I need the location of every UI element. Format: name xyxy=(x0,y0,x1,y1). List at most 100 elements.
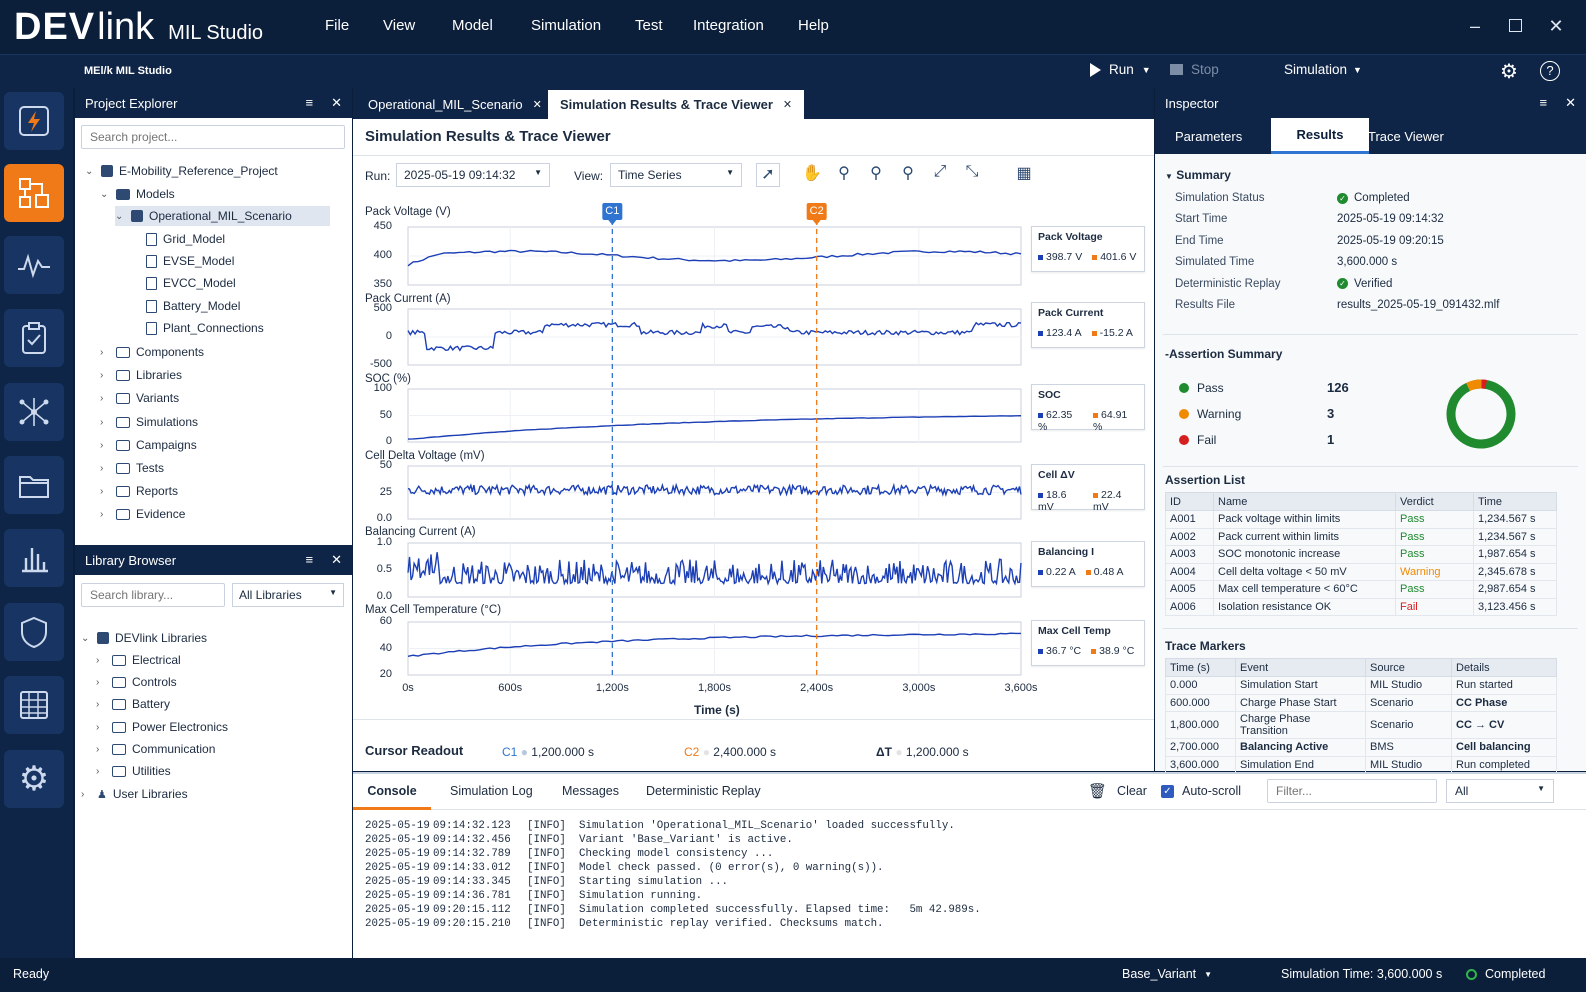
autoscroll-checkbox[interactable]: ✓ Auto-scroll xyxy=(1161,784,1241,798)
project-search-input[interactable] xyxy=(81,125,345,149)
table-row[interactable]: A005 Max cell temperature < 60°C Pass 2,987… xyxy=(1165,580,1557,599)
column-header[interactable]: Details xyxy=(1451,658,1557,677)
summary-title[interactable]: ▼ Summary xyxy=(1165,168,1231,182)
rail-security-button[interactable] xyxy=(4,603,64,661)
assertion-summary-title[interactable]: -Assertion Summary xyxy=(1165,347,1283,361)
chevron-right-icon[interactable]: › xyxy=(96,765,100,777)
chevron-right-icon[interactable]: › xyxy=(100,392,104,404)
menu-file[interactable]: File xyxy=(325,17,350,34)
rail-signals-button[interactable] xyxy=(4,236,64,294)
table-icon[interactable]: ▦ xyxy=(1016,165,1032,182)
library-search-input[interactable] xyxy=(81,583,225,607)
menu-help[interactable]: Help xyxy=(798,17,829,34)
column-header[interactable]: Source xyxy=(1365,658,1452,677)
chevron-right-icon[interactable]: › xyxy=(81,788,85,800)
chevron-right-icon[interactable]: › xyxy=(100,346,104,358)
table-row[interactable]: A004 Cell delta voltage < 50 mV Warning 2,3… xyxy=(1165,562,1557,581)
menu-model[interactable]: Model xyxy=(452,17,493,34)
project-tree-item[interactable]: › Simulations xyxy=(100,412,198,432)
library-tree-item[interactable]: › Battery xyxy=(96,694,170,714)
project-tree-item[interactable]: ⌄ Models xyxy=(100,184,175,204)
column-header[interactable]: Verdict xyxy=(1395,492,1474,511)
project-tree-item[interactable]: EVSE_Model xyxy=(130,251,234,271)
rail-reports-button[interactable] xyxy=(4,529,64,587)
zoom-icon[interactable]: ⚲ xyxy=(838,165,850,182)
clear-console-button[interactable]: 🗑 Clear xyxy=(1088,782,1147,800)
project-tree-item[interactable]: › Evidence xyxy=(100,504,185,524)
project-tree-item[interactable]: › Tests xyxy=(100,458,164,478)
tab-messages[interactable]: Messages xyxy=(562,784,619,798)
menu-view[interactable]: View xyxy=(383,17,416,34)
table-row[interactable]: 3,600.000 Simulation End MIL Studio Run com… xyxy=(1165,755,1557,774)
tab-parameters[interactable]: Parameters xyxy=(1175,129,1243,144)
library-tree-item[interactable]: › Communication xyxy=(96,739,215,759)
project-tree-item[interactable]: Grid_Model xyxy=(130,229,225,249)
library-filter-select[interactable]: All Libraries ▼ xyxy=(232,583,344,607)
project-tree-item[interactable]: › Variants xyxy=(100,388,179,408)
chevron-right-icon[interactable]: › xyxy=(96,721,100,733)
close-icon[interactable]: ✕ xyxy=(1565,95,1576,110)
menu-simulation[interactable]: Simulation xyxy=(531,17,602,34)
library-tree-item[interactable]: › Electrical xyxy=(96,650,181,670)
project-tree-item[interactable]: › Libraries xyxy=(100,365,182,385)
help-icon[interactable]: ? xyxy=(1540,61,1560,81)
tab-operational-scenario[interactable]: Operational_MIL_Scenario ✕ xyxy=(356,90,554,118)
chevron-right-icon[interactable]: › xyxy=(96,676,100,688)
tab-trace-viewer[interactable]: Trace Viewer xyxy=(1368,129,1444,144)
tab-simulation-log[interactable]: Simulation Log xyxy=(450,784,533,798)
chevron-down-icon[interactable]: ⌄ xyxy=(81,632,90,644)
close-icon[interactable]: ✕ xyxy=(331,95,342,110)
chevron-down-icon[interactable]: ⌄ xyxy=(100,188,109,200)
table-row[interactable]: 600.000 Charge Phase Start Scenario CC Phas… xyxy=(1165,693,1557,712)
console-filter-input[interactable] xyxy=(1267,779,1437,803)
table-row[interactable]: A003 SOC monotonic increase Pass 1,987.654 … xyxy=(1165,545,1557,564)
library-tree-item[interactable]: › Power Electronics xyxy=(96,717,228,737)
rail-simulation-button[interactable] xyxy=(4,92,64,150)
chevron-right-icon[interactable]: › xyxy=(96,698,100,710)
table-row[interactable]: A006 Isolation resistance OK Fail 3,123.456… xyxy=(1165,597,1557,616)
pan-icon[interactable]: ✋ xyxy=(802,165,822,182)
library-tree-item[interactable]: › ♟ User Libraries xyxy=(81,784,188,804)
table-row[interactable]: A001 Pack voltage within limits Pass 1,234.… xyxy=(1165,510,1557,529)
table-row[interactable]: 1,800.000 Charge Phase Transition Scenario… xyxy=(1165,711,1557,739)
zoom-in-icon[interactable]: ⚲ xyxy=(870,165,882,182)
pin-icon[interactable]: ≡ xyxy=(305,95,314,110)
tab-console[interactable]: Console xyxy=(353,774,431,810)
table-row[interactable]: A002 Pack current within limits Pass 1,234.… xyxy=(1165,527,1557,546)
log-level-select[interactable]: All ▼ xyxy=(1446,779,1554,803)
pointer-icon[interactable]: ➚ xyxy=(756,163,780,187)
chevron-right-icon[interactable]: › xyxy=(96,743,100,755)
rail-tests-button[interactable] xyxy=(4,309,64,367)
close-icon[interactable]: ✕ xyxy=(331,552,342,567)
cursor-c2-handle[interactable] xyxy=(806,203,827,220)
project-tree-item[interactable]: › Campaigns xyxy=(100,435,197,455)
project-tree-item[interactable]: ⌄ E-Mobility_Reference_Project xyxy=(85,161,278,181)
column-header[interactable]: Name xyxy=(1213,492,1396,511)
cursor-c1-handle[interactable] xyxy=(602,203,623,220)
maximize-icon[interactable] xyxy=(1504,15,1526,37)
project-tree-item[interactable]: › Reports xyxy=(100,481,178,501)
rail-integration-button[interactable] xyxy=(4,383,64,441)
chevron-right-icon[interactable]: › xyxy=(100,439,104,451)
table-row[interactable]: 2,700.000 Balancing Active BMS Cell balanci… xyxy=(1165,738,1557,757)
menu-test[interactable]: Test xyxy=(635,17,663,34)
zoom-out-icon[interactable]: ⚲ xyxy=(902,165,914,182)
tab-results-viewer[interactable]: Simulation Results & Trace Viewer ✕ xyxy=(548,90,805,119)
chevron-down-icon[interactable]: ⌄ xyxy=(115,210,124,222)
rail-calculator-button[interactable] xyxy=(4,676,64,734)
chevron-right-icon[interactable]: › xyxy=(100,369,104,381)
column-header[interactable]: Time xyxy=(1473,492,1557,511)
run-select[interactable]: 2025-05-19 09:14:32 ▼ xyxy=(396,163,550,187)
tab-deterministic-replay[interactable]: Deterministic Replay xyxy=(646,784,761,798)
mode-dropdown[interactable]: Simulation ▼ xyxy=(1284,62,1362,77)
chevron-down-icon[interactable]: ⌄ xyxy=(85,165,94,177)
pin-icon[interactable]: ≡ xyxy=(305,552,314,567)
project-tree-item[interactable]: EVCC_Model xyxy=(130,273,236,293)
pin-icon[interactable]: ≡ xyxy=(1539,95,1548,110)
close-icon[interactable]: ✕ xyxy=(532,98,542,111)
chevron-right-icon[interactable]: › xyxy=(100,462,104,474)
column-header[interactable]: ID xyxy=(1165,492,1214,511)
run-button[interactable]: Run ▼ xyxy=(1090,62,1151,77)
chevron-right-icon[interactable]: › xyxy=(96,654,100,666)
column-header[interactable]: Event xyxy=(1235,658,1366,677)
